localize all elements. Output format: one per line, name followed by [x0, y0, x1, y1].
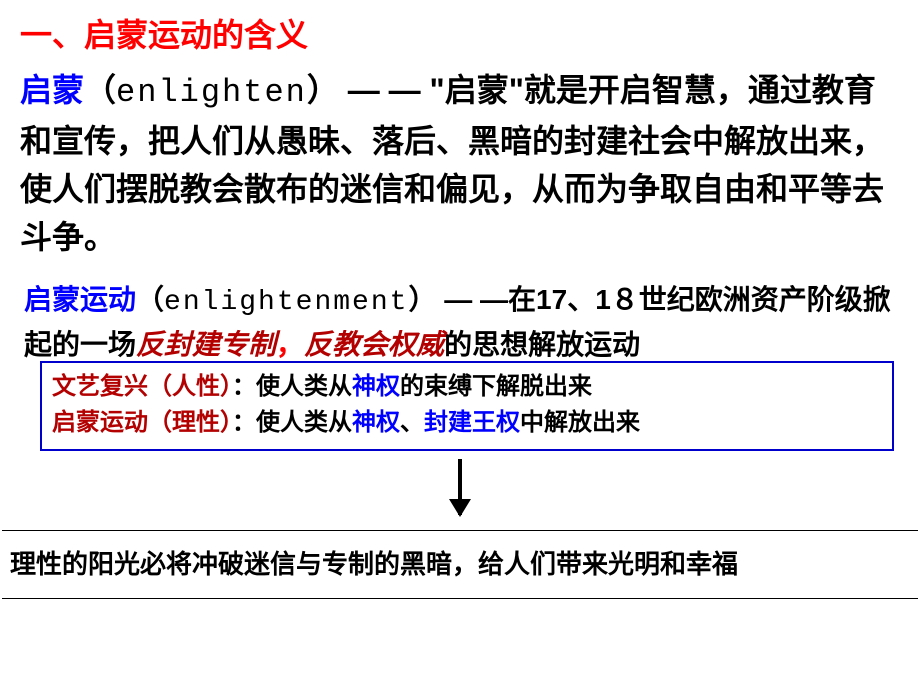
dash-2: — — — [436, 284, 508, 315]
term-enlighten: 启蒙 — [20, 72, 84, 108]
colon-1: ： — [232, 373, 256, 400]
paren-open-2: （ — [136, 284, 164, 315]
quote-open: " — [430, 72, 445, 108]
paren-close: ） — [307, 72, 339, 108]
arrow-down-icon — [458, 459, 462, 515]
term2: 启蒙 — [445, 72, 509, 108]
definition-enlightenment: 启蒙运动（enlightenment） — —在17、1８世纪欧洲资产阶级掀起的… — [0, 261, 920, 367]
heading-prefix: 一、 — [20, 17, 84, 53]
label-enlightenment: 启蒙运动（理性） — [52, 409, 232, 436]
conclusion-box: 理性的阳光必将冲破迷信与专制的黑暗，给人们带来光明和幸福 — [2, 530, 918, 599]
line2-mid: 、 — [400, 409, 424, 436]
line2-post: 中解放出来 — [520, 409, 640, 436]
para2-post: 的思想解放运动 — [444, 329, 640, 360]
box-line-renaissance: 文艺复兴（人性）：使人类从神权的束缚下解脱出来 — [52, 369, 882, 405]
arrow-wrap — [0, 451, 920, 524]
english-enlightenment: enlightenment — [164, 287, 408, 318]
term-enlightenment: 启蒙运动 — [24, 284, 136, 315]
heading-title: 启蒙运动的含义 — [84, 17, 308, 53]
paren-close-2: ） — [408, 284, 436, 315]
line1-post: 的束缚下解脱出来 — [400, 373, 592, 400]
line1-pre: 使人类从 — [256, 373, 352, 400]
colon-2: ： — [232, 409, 256, 436]
english-enlighten: enlighten — [116, 74, 307, 111]
conclusion-text: 理性的阳光必将冲破迷信与专制的黑暗，给人们带来光明和幸福 — [10, 545, 910, 584]
highlight-anti-church: 反教会权威 — [304, 330, 444, 361]
quote-close: " — [509, 72, 524, 108]
line2-pre: 使人类从 — [256, 409, 352, 436]
comparison-box: 文艺复兴（人性）：使人类从神权的束缚下解脱出来 启蒙运动（理性）：使人类从神权、… — [40, 361, 894, 451]
box-line-enlightenment: 启蒙运动（理性）：使人类从神权、封建王权中解放出来 — [52, 405, 882, 441]
definition-enlighten: 启蒙（enlighten） — — "启蒙"就是开启智慧，通过教育和宣传，把人们… — [0, 56, 920, 261]
section-heading: 一、启蒙运动的含义 — [0, 0, 920, 56]
highlight-anti-feudal: 反封建专制 — [136, 330, 276, 361]
hl-theocracy-2: 神权 — [352, 409, 400, 436]
sep-comma: ， — [276, 330, 304, 361]
comparison-box-wrap: 文艺复兴（人性）：使人类从神权的束缚下解脱出来 启蒙运动（理性）：使人类从神权、… — [40, 361, 894, 451]
dash-1: — — — [339, 72, 430, 108]
hl-feudal-monarchy: 封建王权 — [424, 409, 520, 436]
paren-open: （ — [84, 72, 116, 108]
hl-theocracy-1: 神权 — [352, 373, 400, 400]
label-renaissance: 文艺复兴（人性） — [52, 373, 232, 400]
